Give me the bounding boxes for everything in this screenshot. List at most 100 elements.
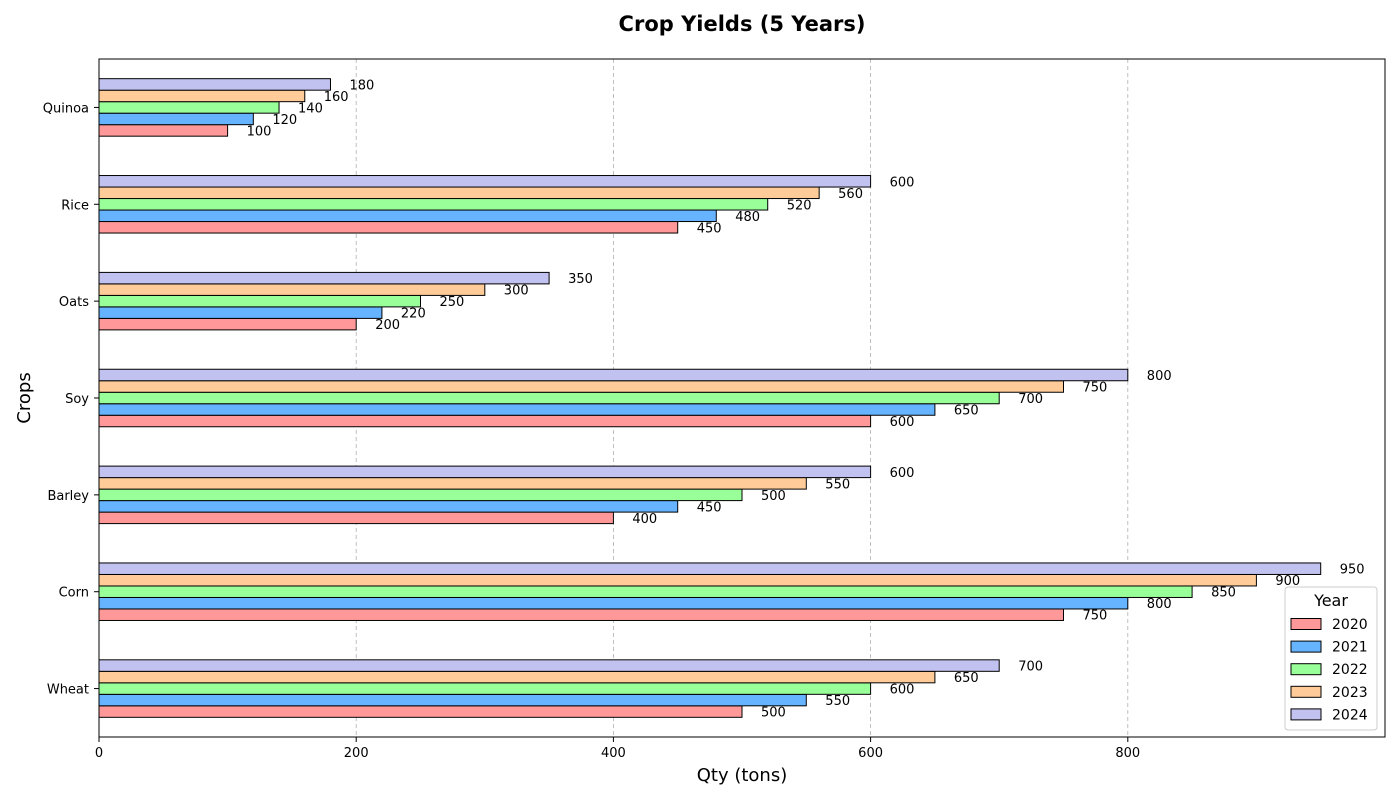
data-label: 650 (954, 404, 979, 419)
bar-rice-2024 (98, 175, 872, 188)
bar-oats-2023 (98, 283, 486, 296)
bar-quinoa-2024 (98, 78, 331, 91)
bar-corn-2020 (98, 608, 1064, 621)
data-label: 400 (632, 512, 657, 527)
bar-quinoa-2020 (98, 124, 229, 137)
data-labels: 500 550 600 650 700 750 800 850 900 950 400 450 500 5… (247, 78, 1365, 720)
bar-oats-2021 (98, 306, 383, 319)
data-label: 950 (1340, 563, 1365, 578)
bar-barley-2024 (98, 465, 872, 479)
legend-entry-label: 2024 (1332, 707, 1368, 723)
y-tick-label: Quinoa (43, 101, 89, 116)
bar-soy-2021 (98, 403, 936, 416)
data-label: 500 (761, 706, 786, 721)
bar-wheat-2023 (98, 670, 936, 684)
bar-rice-2021 (98, 209, 717, 223)
y-tick-label: Barley (47, 489, 89, 504)
bar-oats-2022 (98, 294, 421, 308)
bar-barley-2020 (98, 511, 614, 525)
data-label: 250 (440, 295, 465, 310)
data-label: 550 (825, 477, 850, 492)
y-tick-label: Rice (61, 198, 89, 213)
data-label: 180 (349, 78, 374, 93)
x-axis-label: Qty (tons) (697, 765, 788, 786)
data-label: 750 (1083, 381, 1108, 396)
bar-rice-2020 (98, 221, 679, 234)
y-tick-label: Wheat (47, 683, 89, 698)
data-label: 560 (838, 187, 863, 202)
data-label: 550 (825, 694, 850, 709)
data-label: 700 (1018, 660, 1043, 675)
legend-entry-label: 2022 (1332, 662, 1368, 678)
data-label: 750 (1083, 609, 1108, 624)
bar-corn-2023 (98, 573, 1257, 587)
data-label: 800 (1147, 369, 1172, 384)
bar-soy-2023 (98, 380, 1064, 393)
bar-wheat-2022 (98, 682, 872, 695)
bar-soy-2020 (98, 414, 872, 428)
legend-swatch (1290, 663, 1322, 676)
legend-entry-label: 2020 (1332, 617, 1368, 633)
data-label: 200 (375, 318, 400, 333)
data-label: 600 (890, 466, 915, 481)
x-axis-ticks: 0 200 400 600 800 (95, 737, 1140, 761)
bar-barley-2023 (98, 477, 807, 490)
y-tick-label: Oats (59, 295, 89, 310)
data-label: 600 (890, 175, 915, 190)
bar-wheat-2024 (98, 659, 1000, 672)
data-label: 600 (890, 683, 915, 698)
data-label: 480 (735, 210, 760, 225)
data-label: 350 (568, 272, 593, 287)
data-label: 800 (1147, 597, 1172, 612)
x-tick-label: 200 (344, 746, 369, 761)
bar-corn-2022 (98, 585, 1193, 598)
bar-corn-2021 (98, 596, 1129, 610)
data-label: 450 (697, 500, 722, 515)
bar-wheat-2021 (98, 693, 807, 707)
legend-entry-label: 2023 (1332, 685, 1368, 701)
data-label: 900 (1275, 574, 1300, 589)
bar-quinoa-2022 (98, 101, 280, 114)
data-label: 500 (761, 489, 786, 504)
legend-swatch (1290, 708, 1322, 721)
data-label: 300 (504, 284, 529, 299)
bar-barley-2021 (98, 500, 679, 513)
bar-corn-2024 (98, 562, 1322, 575)
bar-rice-2022 (98, 198, 769, 211)
legend-swatch (1290, 640, 1322, 653)
data-label: 160 (324, 90, 349, 105)
legend-swatch (1290, 685, 1322, 698)
bar-wheat-2020 (98, 705, 743, 718)
legend: Year 2020 2021 2022 2023 2024 (1284, 586, 1378, 731)
y-tick-label: Soy (65, 392, 89, 407)
chart-title: Crop Yields (5 Years) (619, 12, 866, 36)
data-label: 100 (247, 124, 272, 139)
data-label: 120 (272, 113, 297, 128)
legend-items: 2020 2021 2022 2023 2024 (1290, 617, 1368, 723)
bar-quinoa-2023 (98, 89, 306, 103)
bar-rice-2023 (98, 186, 820, 200)
x-tick-label: 400 (601, 746, 626, 761)
y-tick-label: Corn (59, 586, 89, 601)
data-label: 520 (787, 198, 812, 213)
data-label: 220 (401, 307, 426, 322)
bars (98, 78, 1322, 718)
y-axis-ticks: Wheat Corn Barley Soy Oats Rice Quinoa (43, 101, 99, 698)
bar-barley-2022 (98, 488, 743, 502)
legend-title: Year (1313, 591, 1348, 610)
data-label: 700 (1018, 392, 1043, 407)
x-tick-label: 600 (858, 746, 883, 761)
x-tick-label: 800 (1115, 746, 1140, 761)
data-label: 600 (890, 415, 915, 430)
data-label: 650 (954, 671, 979, 686)
x-tick-label: 0 (95, 746, 103, 761)
bar-quinoa-2021 (98, 112, 254, 126)
legend-swatch (1290, 618, 1322, 630)
bar-soy-2024 (98, 368, 1129, 382)
bar-oats-2020 (98, 317, 357, 331)
data-label: 450 (697, 221, 722, 236)
legend-entry-label: 2021 (1332, 640, 1368, 656)
y-axis-label: Crops (14, 372, 35, 423)
bar-oats-2024 (98, 271, 550, 285)
